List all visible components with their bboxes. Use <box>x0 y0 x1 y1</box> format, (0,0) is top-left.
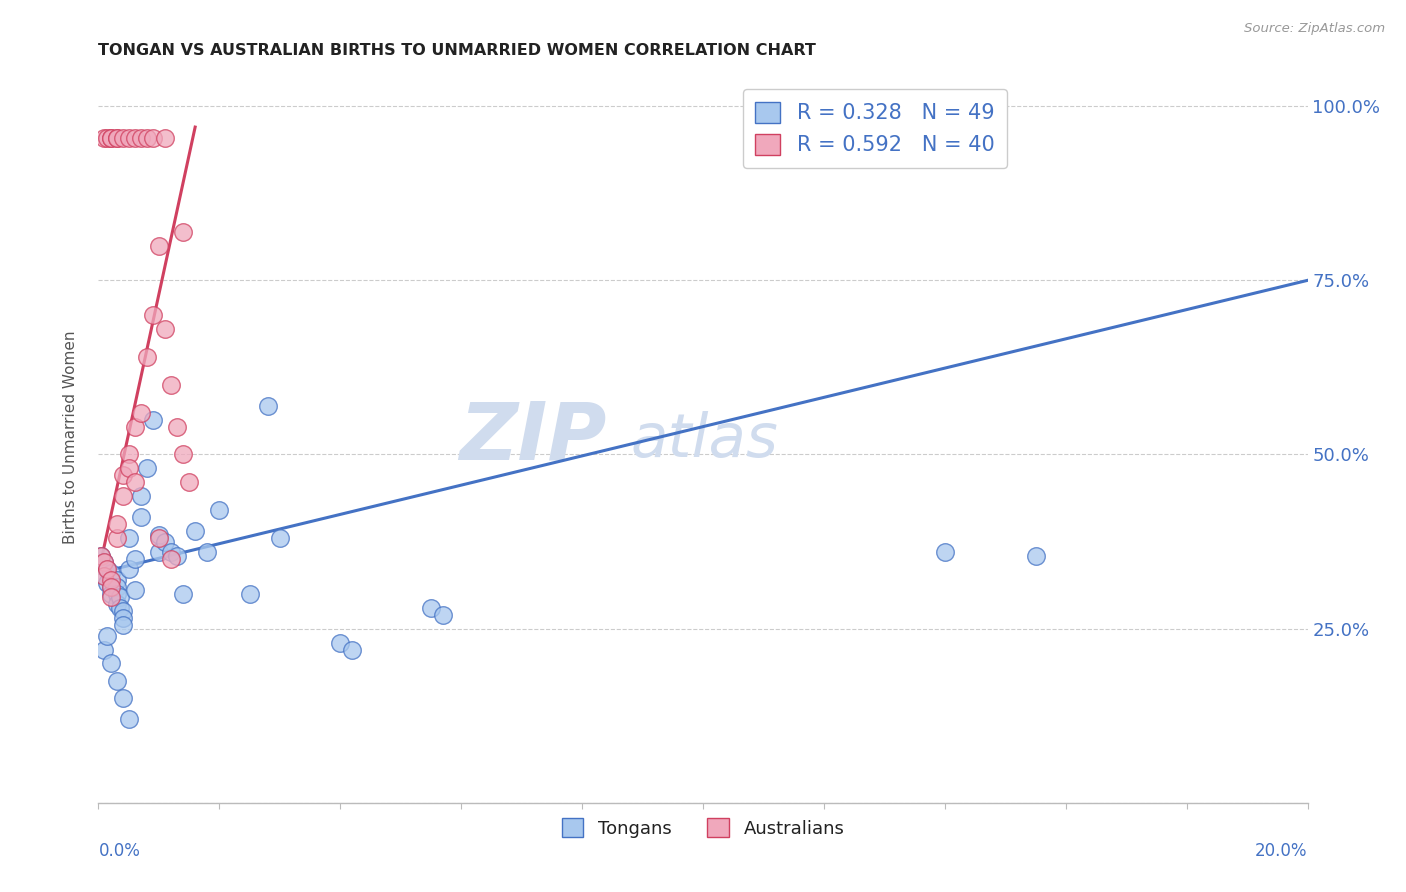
Point <box>256 399 278 413</box>
Point <box>142 412 165 426</box>
Point <box>129 406 152 420</box>
Point <box>160 552 183 566</box>
Point <box>96 562 118 576</box>
Point <box>118 562 141 576</box>
Point <box>148 545 170 559</box>
Point <box>93 130 115 145</box>
Point <box>111 611 134 625</box>
Point <box>100 587 122 601</box>
Point <box>166 419 188 434</box>
Point <box>105 531 128 545</box>
Point <box>93 569 115 583</box>
Point <box>172 448 194 462</box>
Point <box>105 573 128 587</box>
Point <box>111 130 134 145</box>
Point <box>172 225 194 239</box>
Point <box>160 377 183 392</box>
Point <box>420 600 443 615</box>
Y-axis label: Births to Unmarried Women: Births to Unmarried Women <box>63 330 77 544</box>
Point <box>329 635 352 649</box>
Point <box>105 130 128 145</box>
Point <box>100 566 122 580</box>
Text: TONGAN VS AUSTRALIAN BIRTHS TO UNMARRIED WOMEN CORRELATION CHART: TONGAN VS AUSTRALIAN BIRTHS TO UNMARRIED… <box>98 43 817 58</box>
Text: 20.0%: 20.0% <box>1256 842 1308 860</box>
Point <box>129 489 152 503</box>
Point <box>100 130 122 145</box>
Legend: Tongans, Australians: Tongans, Australians <box>554 811 852 845</box>
Point <box>208 503 231 517</box>
Point <box>124 419 146 434</box>
Point <box>90 549 112 563</box>
Point <box>269 531 291 545</box>
Point <box>118 448 141 462</box>
Point <box>111 604 134 618</box>
Point <box>195 545 218 559</box>
Point <box>105 580 128 594</box>
Point <box>148 531 170 545</box>
Point <box>96 576 118 591</box>
Point <box>142 308 165 322</box>
Point <box>111 618 134 632</box>
Point <box>100 130 122 145</box>
Point <box>124 130 146 145</box>
Point <box>432 607 454 622</box>
Point <box>100 657 122 671</box>
Point <box>135 350 157 364</box>
Point <box>129 510 152 524</box>
Point <box>111 468 134 483</box>
Point <box>111 691 134 706</box>
Text: ZIP: ZIP <box>458 398 606 476</box>
Point <box>124 552 146 566</box>
Point <box>342 642 364 657</box>
Point <box>153 130 176 145</box>
Point <box>100 580 122 594</box>
Point <box>160 545 183 559</box>
Point <box>124 475 146 490</box>
Point <box>93 642 115 657</box>
Point <box>118 130 141 145</box>
Text: 0.0%: 0.0% <box>98 842 141 860</box>
Text: atlas: atlas <box>630 411 779 470</box>
Point <box>118 461 141 475</box>
Point <box>118 531 141 545</box>
Point <box>105 517 128 532</box>
Point <box>96 130 118 145</box>
Point <box>148 527 170 541</box>
Point <box>108 600 131 615</box>
Point <box>934 545 956 559</box>
Point <box>129 130 152 145</box>
Point <box>135 130 157 145</box>
Point <box>93 569 115 583</box>
Point <box>166 549 188 563</box>
Point <box>105 130 128 145</box>
Point <box>96 562 118 576</box>
Text: Source: ZipAtlas.com: Source: ZipAtlas.com <box>1244 22 1385 36</box>
Point <box>100 580 122 594</box>
Point <box>172 587 194 601</box>
Point <box>135 461 157 475</box>
Point <box>118 712 141 726</box>
Point <box>108 591 131 605</box>
Point <box>90 549 112 563</box>
Point <box>96 629 118 643</box>
Point <box>105 673 128 688</box>
Point <box>1024 549 1046 563</box>
Point <box>179 475 201 490</box>
Point <box>100 591 122 605</box>
Point <box>124 583 146 598</box>
Point <box>105 587 128 601</box>
Point <box>142 130 165 145</box>
Point <box>93 556 115 570</box>
Point <box>111 489 134 503</box>
Point <box>93 556 115 570</box>
Point <box>100 573 122 587</box>
Point <box>153 322 176 336</box>
Point <box>153 534 176 549</box>
Point <box>239 587 262 601</box>
Point <box>184 524 207 538</box>
Point <box>105 597 128 611</box>
Point <box>148 238 170 252</box>
